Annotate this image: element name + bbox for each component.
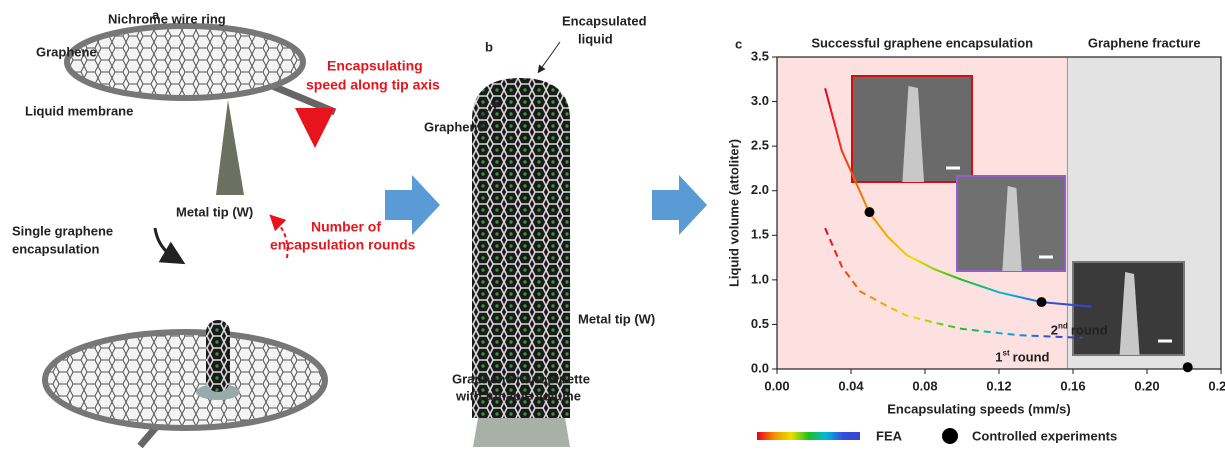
annotation: 1st round [995, 348, 1049, 364]
fea-curve [824, 87, 1092, 308]
annotation-part: nd [1058, 322, 1068, 331]
y-tick-label: 0.0 [751, 360, 769, 375]
region-label: Successful graphene encapsulation [811, 35, 1033, 50]
panel-a: a Nichrome wire ring Graphene Liquid mem… [12, 7, 440, 449]
label: Graphene [424, 119, 485, 134]
annotation-part: st [1003, 348, 1010, 357]
fea-curve [824, 227, 1083, 339]
experiment-point [1036, 297, 1047, 308]
annotation-part: 2 [1051, 323, 1058, 338]
sem-tip [1002, 186, 1022, 271]
region-label: Graphene fracture [1088, 35, 1201, 50]
label: Nichrome wire ring [108, 11, 226, 26]
legend-swatch [757, 432, 860, 440]
annotation-part: 1 [995, 350, 1002, 365]
ring-handle [268, 81, 337, 116]
label: encapsulation [12, 241, 99, 256]
label: Metal tip (W) [176, 204, 253, 219]
pointer [477, 101, 500, 119]
experiment-point [864, 207, 875, 218]
y-axis-label: Liquid volume (attoliter) [726, 139, 741, 287]
wire-ring [64, 23, 306, 101]
y-tick-label: 0.5 [751, 316, 769, 331]
x-tick-label: 0.12 [986, 378, 1011, 393]
pointer [537, 41, 561, 74]
sem-tip [902, 86, 924, 182]
annotation-part: round [1013, 350, 1050, 365]
legend-swatch [942, 428, 958, 444]
label: Number of [311, 219, 381, 235]
x-tick-label: 0.24 [1208, 378, 1225, 393]
x-axis-label: Encapsulating speeds (mm/s) [887, 401, 1071, 416]
x-tick-label: 0.16 [1060, 378, 1085, 393]
y-tick-label: 3.0 [751, 93, 769, 108]
label: Graphene [36, 44, 97, 59]
annotation-part: round [1071, 323, 1108, 338]
legend-label: FEA [876, 428, 903, 443]
label: liquid [578, 31, 613, 46]
nanopipette [472, 78, 570, 418]
label: encapsulation rounds [270, 237, 416, 253]
flow-arrow [652, 175, 707, 235]
y-tick-label: 2.0 [751, 182, 769, 197]
experiment-point [1182, 362, 1193, 373]
label: Encapsulating [327, 58, 423, 74]
y-tick-label: 2.5 [751, 138, 769, 153]
panel-b: b Encapsulated liquid Graphene Metal tip… [424, 13, 655, 447]
legend-label: Controlled experiments [972, 428, 1117, 443]
x-tick-label: 0.00 [764, 378, 789, 393]
x-tick-label: 0.20 [1134, 378, 1159, 393]
label: Encapsulated [562, 13, 647, 28]
wire-ring [42, 329, 328, 431]
metal-tip [216, 100, 244, 195]
sem-tip [1119, 272, 1140, 355]
label: Single graphene [12, 223, 113, 238]
x-tick-label: 0.04 [838, 378, 864, 393]
flow-arrow [385, 175, 440, 235]
metal-tip [473, 418, 570, 447]
y-tick-label: 3.5 [751, 48, 769, 63]
annotation: 2nd round [1051, 322, 1108, 338]
y-tick-label: 1.5 [751, 227, 769, 242]
y-tick-label: 1.0 [751, 271, 769, 286]
round-arrow-red [269, 214, 289, 259]
panel-label: b [485, 39, 493, 54]
panel-c: Successful graphene encapsulation Graphen… [726, 35, 1225, 444]
label: Metal tip (W) [578, 311, 655, 326]
label: Liquid membrane [25, 103, 133, 118]
panel-label: a [152, 7, 160, 22]
panel-label: c [735, 36, 742, 51]
label: speed along tip axis [306, 77, 440, 93]
x-tick-label: 0.08 [912, 378, 937, 393]
caption: with tunable volume [455, 388, 581, 403]
encapsulated-tip [206, 320, 230, 392]
round-arrow [153, 227, 186, 265]
caption: Graphene nanopipette [452, 371, 590, 386]
